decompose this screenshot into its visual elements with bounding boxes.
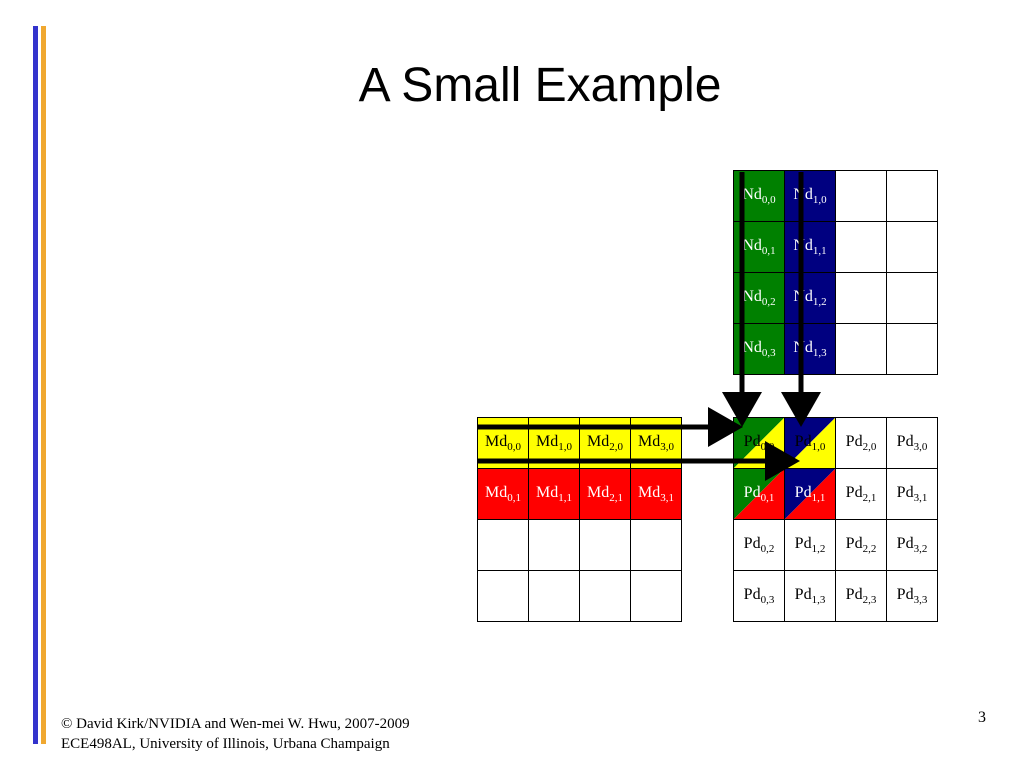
cell-label: Nd1,3 (793, 338, 827, 360)
cell-label: Pd2,1 (845, 483, 877, 505)
matrix-p-cell-1-2: Pd1,2 (785, 520, 836, 571)
cell-label: Nd0,3 (742, 338, 776, 360)
matrix-m-cell-0-0: Md0,0 (478, 418, 529, 469)
cell-label: Nd1,1 (793, 236, 827, 258)
matrix-n-cell-2-2 (836, 273, 887, 324)
matrix-p-cell-0-3: Pd0,3 (734, 571, 785, 622)
cell-label: Pd1,1 (794, 483, 826, 505)
matrix-p-cell-3-1: Pd3,1 (887, 469, 938, 520)
matrix-n-cell-3-3 (887, 324, 938, 375)
matrix-m-cell-2-0: Md2,0 (580, 418, 631, 469)
matrix-n-cell-3-0 (887, 171, 938, 222)
matrix-m-cell-1-0: Md1,0 (529, 418, 580, 469)
matrix-p-cell-2-1: Pd2,1 (836, 469, 887, 520)
matrix-p-cell-0-1: Pd0,1 (734, 469, 785, 520)
cell-label: Md0,0 (485, 432, 521, 454)
matrix-p-cell-2-0: Pd2,0 (836, 418, 887, 469)
matrix-p-cell-3-2: Pd3,2 (887, 520, 938, 571)
cell-label: Pd3,2 (896, 534, 928, 556)
matrix-p-cell-2-3: Pd2,3 (836, 571, 887, 622)
page-number: 3 (978, 709, 986, 726)
footer-line-1: © David Kirk/NVIDIA and Wen-mei W. Hwu, … (61, 716, 410, 732)
cell-label: Pd1,2 (794, 534, 826, 556)
cell-label: Nd0,0 (742, 185, 776, 207)
cell-label: Nd0,1 (742, 236, 776, 258)
cell-label: Md2,0 (587, 432, 623, 454)
matrix-p: Pd0,0 Pd1,0 Pd2,0 Pd3,0 Pd0,1 Pd1,1 Pd2,1 Pd3,1… (733, 417, 938, 622)
matrix-p-cell-1-1: Pd1,1 (785, 469, 836, 520)
cell-label: Pd3,3 (896, 585, 928, 607)
matrix-m-cell-2-3 (580, 571, 631, 622)
cell-label: Pd1,3 (794, 585, 826, 607)
cell-label: Md2,1 (587, 483, 623, 505)
cell-label: Pd0,2 (743, 534, 775, 556)
matrix-p-cell-3-3: Pd3,3 (887, 571, 938, 622)
matrix-n-cell-0-0: Nd0,0 (734, 171, 785, 222)
left-accent-bar-blue (33, 26, 38, 744)
matrix-n-cell-1-0: Nd1,0 (785, 171, 836, 222)
matrix-n-cell-2-1 (836, 222, 887, 273)
matrix-m-cell-3-1: Md3,1 (631, 469, 682, 520)
matrix-n-cell-0-2: Nd0,2 (734, 273, 785, 324)
matrix-m-cell-2-2 (580, 520, 631, 571)
cell-label: Md1,1 (536, 483, 572, 505)
matrix-m-cell-2-1: Md2,1 (580, 469, 631, 520)
cell-label: Pd3,1 (896, 483, 928, 505)
matrix-m-cell-0-3 (478, 571, 529, 622)
matrix-p-cell-0-0: Pd0,0 (734, 418, 785, 469)
cell-label: Pd2,2 (845, 534, 877, 556)
cell-label: Pd3,0 (896, 432, 928, 454)
matrix-p-cell-0-2: Pd0,2 (734, 520, 785, 571)
matrix-m-cell-3-0: Md3,0 (631, 418, 682, 469)
cell-label: Pd1,0 (794, 432, 826, 454)
matrix-m-cell-3-2 (631, 520, 682, 571)
cell-label: Pd0,3 (743, 585, 775, 607)
matrix-n-cell-3-2 (887, 273, 938, 324)
matrix-p-cell-1-3: Pd1,3 (785, 571, 836, 622)
matrix-m-cell-0-1: Md0,1 (478, 469, 529, 520)
cell-label: Pd2,0 (845, 432, 877, 454)
matrix-n-cell-1-2: Nd1,2 (785, 273, 836, 324)
matrix-m-cell-1-2 (529, 520, 580, 571)
cell-label: Nd1,0 (793, 185, 827, 207)
matrix-p-cell-2-2: Pd2,2 (836, 520, 887, 571)
matrix-n-cell-3-1 (887, 222, 938, 273)
footer-credit: © David Kirk/NVIDIA and Wen-mei W. Hwu, … (61, 714, 410, 754)
cell-label: Md1,0 (536, 432, 572, 454)
cell-label: Pd2,3 (845, 585, 877, 607)
matrix-n: Nd0,0 Nd1,0 Nd0,1 Nd1,1 Nd0,2 Nd1,2 Nd0,3 Nd1,3 (733, 170, 938, 375)
cell-label: Md0,1 (485, 483, 521, 505)
cell-label: Nd0,2 (742, 287, 776, 309)
matrix-n-cell-2-3 (836, 324, 887, 375)
matrix-m-cell-1-1: Md1,1 (529, 469, 580, 520)
cell-label: Md3,1 (638, 483, 674, 505)
matrix-n-cell-2-0 (836, 171, 887, 222)
matrix-p-cell-3-0: Pd3,0 (887, 418, 938, 469)
matrix-p-cell-1-0: Pd1,0 (785, 418, 836, 469)
cell-label: Md3,0 (638, 432, 674, 454)
footer-line-2: ECE498AL, University of Illinois, Urbana… (61, 736, 390, 752)
matrix-m-cell-1-3 (529, 571, 580, 622)
cell-diagonal-split (785, 469, 835, 519)
matrix-n-cell-0-1: Nd0,1 (734, 222, 785, 273)
cell-label: Nd1,2 (793, 287, 827, 309)
matrix-m: Md0,0 Md1,0 Md2,0 Md3,0 Md0,1 Md1,1 Md2,1 Md3,1 (477, 417, 682, 622)
matrix-n-cell-1-1: Nd1,1 (785, 222, 836, 273)
left-accent-bar-orange (41, 26, 46, 744)
matrix-n-cell-0-3: Nd0,3 (734, 324, 785, 375)
slide-title: A Small Example (358, 59, 722, 112)
cell-label: Pd0,0 (743, 432, 775, 454)
matrix-n-cell-1-3: Nd1,3 (785, 324, 836, 375)
matrix-m-cell-3-3 (631, 571, 682, 622)
cell-label: Pd0,1 (743, 483, 775, 505)
matrix-m-cell-0-2 (478, 520, 529, 571)
cell-diagonal-split (734, 469, 784, 519)
